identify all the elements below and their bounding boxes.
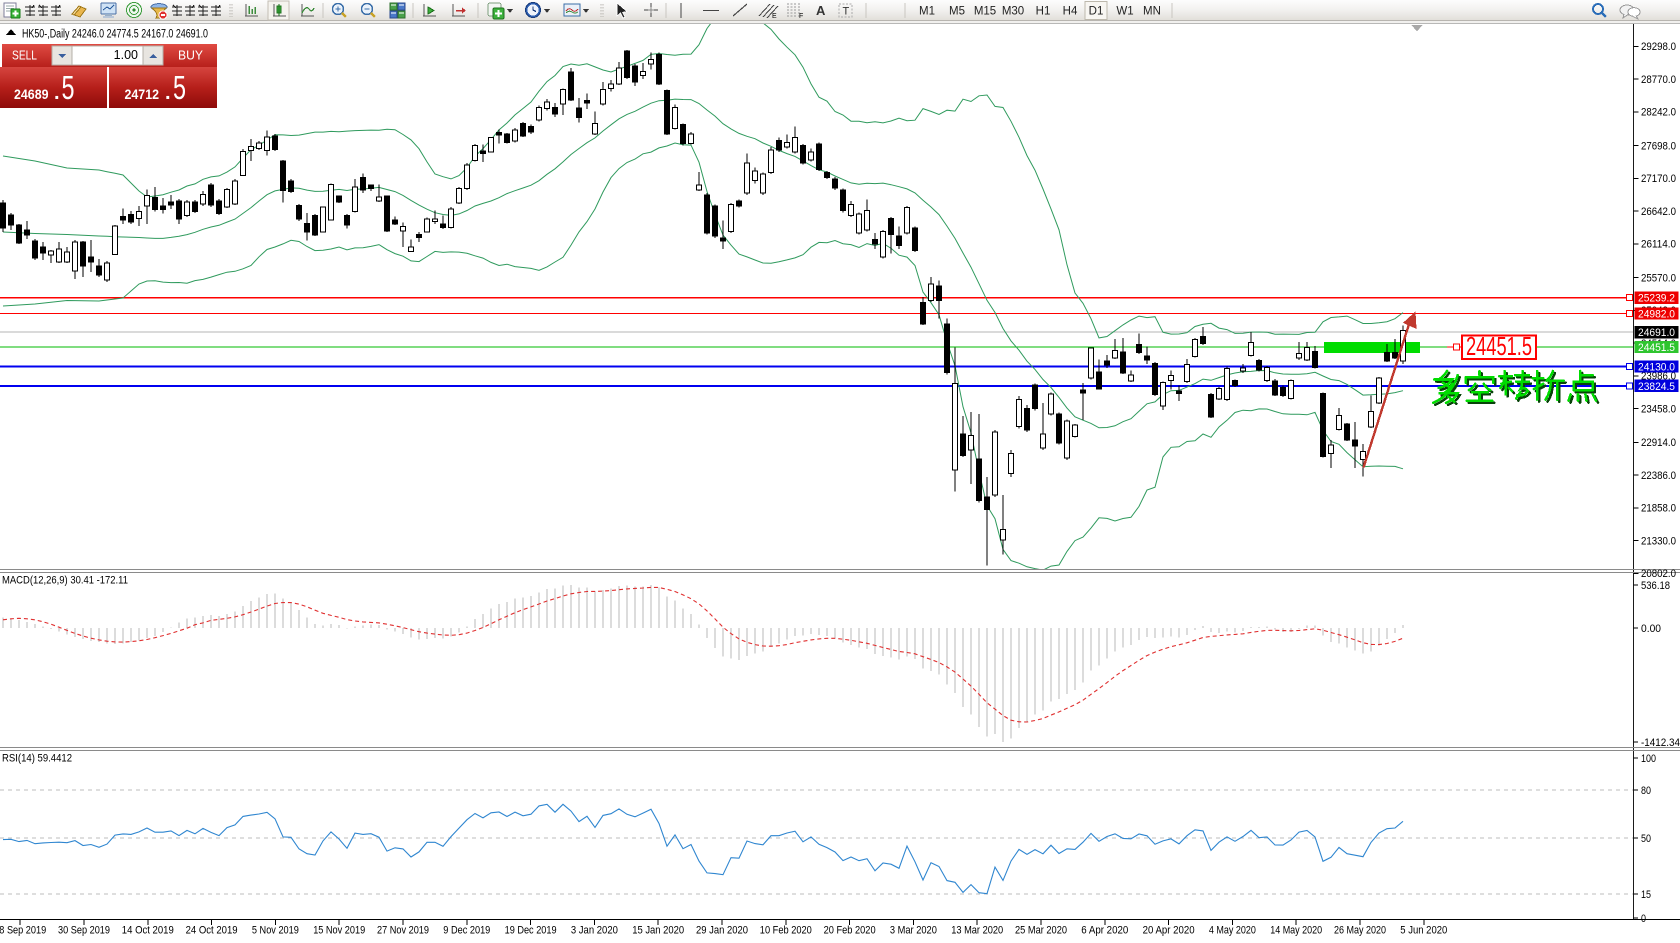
svg-text:26114.0: 26114.0 xyxy=(1641,239,1676,251)
svg-text:100: 100 xyxy=(1641,753,1656,765)
svg-text:T: T xyxy=(843,6,850,18)
svg-text:9 Dec 2019: 9 Dec 2019 xyxy=(443,925,490,937)
svg-text:22386.0: 22386.0 xyxy=(1641,470,1676,482)
svg-text:RSI(14) 59.4412: RSI(14) 59.4412 xyxy=(2,753,72,765)
svg-text:25 Mar 2020: 25 Mar 2020 xyxy=(1015,925,1067,937)
svg-text:14 May 2020: 14 May 2020 xyxy=(1270,925,1322,937)
svg-text:27698.0: 27698.0 xyxy=(1641,141,1676,153)
svg-text:3 Jan 2020: 3 Jan 2020 xyxy=(571,925,618,937)
svg-text:24451.5: 24451.5 xyxy=(1466,331,1532,361)
svg-text:5 Jun 2020: 5 Jun 2020 xyxy=(1400,925,1447,937)
svg-text:25570.0: 25570.0 xyxy=(1641,273,1676,285)
svg-text:23824.5: 23824.5 xyxy=(1638,381,1675,393)
svg-text:D1: D1 xyxy=(1089,6,1104,18)
svg-text:M30: M30 xyxy=(1002,6,1024,18)
svg-text:29298.0: 29298.0 xyxy=(1641,41,1676,53)
svg-text:26642.0: 26642.0 xyxy=(1641,206,1676,218)
svg-text:24130.0: 24130.0 xyxy=(1638,362,1675,374)
svg-text:20 Apr 2020: 20 Apr 2020 xyxy=(1143,925,1195,937)
svg-text:19 Dec 2019: 19 Dec 2019 xyxy=(505,925,557,937)
svg-text:4 May 2020: 4 May 2020 xyxy=(1209,925,1256,937)
svg-text:W1: W1 xyxy=(1116,6,1133,18)
svg-text:24982.0: 24982.0 xyxy=(1638,309,1675,321)
svg-text:24451.5: 24451.5 xyxy=(1638,342,1675,354)
svg-text:15: 15 xyxy=(1641,889,1651,901)
svg-text:5: 5 xyxy=(62,69,75,106)
svg-text:A: A xyxy=(816,3,826,18)
svg-text:0: 0 xyxy=(1641,913,1646,925)
svg-text:MACD(12,26,9) 30.41 -172.11: MACD(12,26,9) 30.41 -172.11 xyxy=(2,575,128,587)
svg-text:3 Mar 2020: 3 Mar 2020 xyxy=(890,925,937,937)
svg-text:20 Feb 2020: 20 Feb 2020 xyxy=(824,925,876,937)
svg-text:M5: M5 xyxy=(949,6,965,18)
svg-text:30 Sep 2019: 30 Sep 2019 xyxy=(58,925,110,937)
svg-text:24689: 24689 xyxy=(14,87,49,102)
svg-text:13 Mar 2020: 13 Mar 2020 xyxy=(951,925,1003,937)
svg-text:50: 50 xyxy=(1641,833,1651,845)
svg-text:20802.0: 20802.0 xyxy=(1641,568,1676,580)
svg-text:1.00: 1.00 xyxy=(114,48,138,62)
svg-text:27 Nov 2019: 27 Nov 2019 xyxy=(377,925,429,937)
svg-text:HK50-,Daily 24246.0 24774.5 2: HK50-,Daily 24246.0 24774.5 24167.0 2469… xyxy=(22,29,208,41)
svg-text:MN: MN xyxy=(1143,6,1161,18)
svg-text:5 Nov 2019: 5 Nov 2019 xyxy=(252,925,299,937)
svg-text:23458.0: 23458.0 xyxy=(1641,404,1676,416)
svg-text:28770.0: 28770.0 xyxy=(1641,74,1676,86)
svg-text:21858.0: 21858.0 xyxy=(1641,503,1676,515)
svg-text:22914.0: 22914.0 xyxy=(1641,437,1676,449)
svg-text:6 Apr 2020: 6 Apr 2020 xyxy=(1081,925,1128,937)
svg-text:.: . xyxy=(54,82,60,104)
svg-text:21330.0: 21330.0 xyxy=(1641,536,1676,548)
svg-text:28242.0: 28242.0 xyxy=(1641,107,1676,119)
svg-text:80: 80 xyxy=(1641,785,1651,797)
svg-text:24712: 24712 xyxy=(125,87,160,102)
svg-text:26 May 2020: 26 May 2020 xyxy=(1334,925,1386,937)
svg-text:M15: M15 xyxy=(974,6,996,18)
svg-text:F: F xyxy=(799,13,803,20)
svg-text:27170.0: 27170.0 xyxy=(1641,173,1676,185)
svg-text:15 Nov 2019: 15 Nov 2019 xyxy=(313,925,365,937)
svg-text:H1: H1 xyxy=(1036,6,1051,18)
svg-text:536.18: 536.18 xyxy=(1641,580,1670,592)
svg-text:15 Jan 2020: 15 Jan 2020 xyxy=(632,925,684,937)
svg-text:14 Oct 2019: 14 Oct 2019 xyxy=(122,925,174,937)
svg-text:24 Oct 2019: 24 Oct 2019 xyxy=(186,925,238,937)
svg-text:E: E xyxy=(772,13,777,20)
svg-text:SELL: SELL xyxy=(12,48,37,63)
svg-text:BUY: BUY xyxy=(178,48,203,63)
svg-text:10 Feb 2020: 10 Feb 2020 xyxy=(760,925,812,937)
svg-text:M1: M1 xyxy=(919,6,935,18)
svg-text:25239.2: 25239.2 xyxy=(1638,293,1675,305)
svg-text:H4: H4 xyxy=(1063,6,1078,18)
svg-text:29 Jan 2020: 29 Jan 2020 xyxy=(696,925,748,937)
svg-text:5: 5 xyxy=(173,69,186,106)
svg-text:.: . xyxy=(165,82,171,104)
svg-text:24691.0: 24691.0 xyxy=(1638,327,1675,339)
svg-text:-1412.34: -1412.34 xyxy=(1641,737,1680,749)
svg-text:18 Sep 2019: 18 Sep 2019 xyxy=(0,925,46,937)
svg-text:0.00: 0.00 xyxy=(1641,623,1661,635)
